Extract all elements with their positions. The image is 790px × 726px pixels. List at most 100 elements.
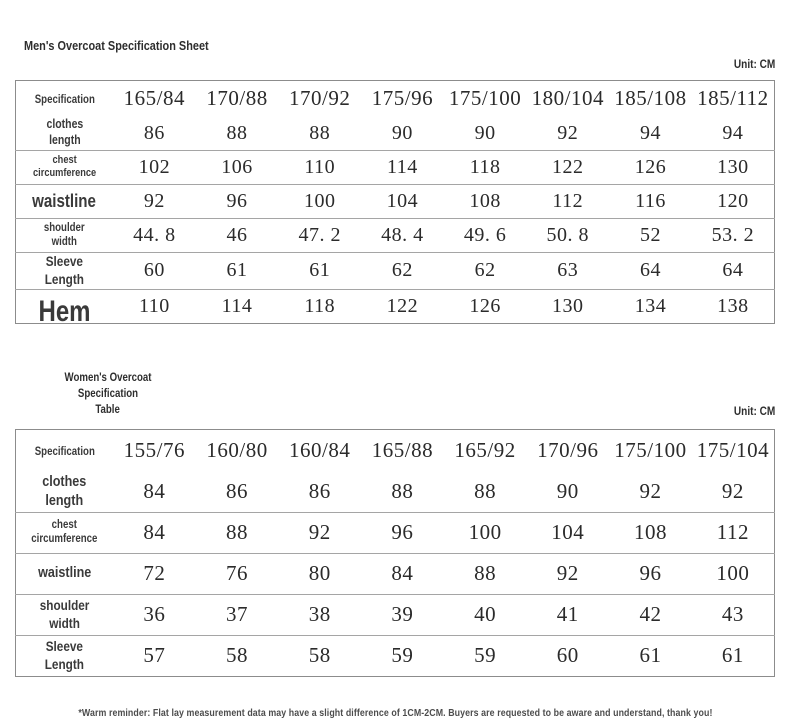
value-cell: 47. 2	[278, 218, 362, 253]
value-cell: 130	[526, 289, 609, 323]
column-header-cell-text: 155/76	[123, 438, 186, 463]
value-cell-text: 122	[552, 156, 584, 178]
value-cell-text: 64	[639, 259, 661, 282]
value-cell-text: 126	[634, 156, 667, 178]
value-cell-text: 104	[551, 520, 585, 545]
value-cell-text: 61	[639, 643, 662, 668]
value-cell-text: 52	[639, 224, 661, 246]
row-label-cell: waistline	[15, 184, 113, 219]
womens-unit-label-text: Unit: CM	[733, 403, 775, 418]
value-cell-text: 90	[556, 479, 579, 504]
value-cell-text: 72	[143, 561, 166, 586]
value-cell: 61	[692, 635, 775, 676]
column-header-cell-text: 165/92	[454, 438, 516, 463]
value-cell: 96	[361, 512, 444, 554]
table-row: Hem 110 114 118 122 126 130 134 138	[16, 289, 775, 327]
table-row: waistline 92 96 100 104 108 112 116 120	[15, 184, 775, 219]
value-cell: 72	[113, 553, 196, 595]
value-cell: 59	[444, 635, 527, 676]
value-cell-text: 42	[639, 602, 662, 627]
value-cell-text: 60	[143, 259, 165, 282]
value-cell: 50. 8	[526, 218, 610, 253]
value-cell-text: 63	[557, 259, 579, 282]
value-cell-text: 110	[138, 294, 170, 317]
column-header-cell-text: 170/88	[206, 86, 268, 111]
value-cell-text: 106	[221, 156, 253, 178]
value-cell: 61	[278, 252, 362, 290]
value-cell-text: 92	[557, 121, 579, 144]
column-header-cell: 165/84	[113, 81, 196, 117]
value-cell-text: 96	[226, 190, 248, 212]
value-cell: 52	[609, 218, 692, 253]
womens-table-heading: Women's Overcoat Specification Table Uni…	[15, 370, 775, 418]
row-label-cell: clothes length	[15, 116, 113, 151]
column-header-cell: 165/88	[361, 429, 444, 471]
value-cell: 116	[609, 184, 692, 219]
value-cell: 36	[113, 594, 196, 636]
value-cell: 86	[278, 471, 362, 513]
value-cell: 84	[113, 471, 196, 513]
column-header-cell-text: 185/108	[614, 86, 687, 111]
mens-table-title: Men's Overcoat Specification Sheet	[24, 38, 775, 53]
value-cell-text: 40	[474, 602, 497, 627]
header-row: Specification 165/84 170/88 170/92 175/96 175…	[16, 81, 775, 117]
column-header-cell-text: 175/100	[614, 438, 687, 463]
value-cell: 90	[443, 116, 527, 151]
value-cell-text: 112	[552, 190, 584, 212]
womens-unit-label: Unit: CM	[726, 404, 775, 418]
value-cell: 86	[113, 116, 196, 151]
column-header-cell: 155/76	[113, 429, 196, 471]
value-cell: 59	[361, 635, 444, 676]
value-cell: 102	[113, 150, 196, 185]
value-cell: 60	[113, 252, 196, 290]
column-header-cell-text: 180/104	[531, 86, 604, 111]
value-cell-text: 114	[387, 156, 418, 178]
value-cell: 134	[609, 289, 692, 323]
value-cell: 58	[196, 635, 279, 676]
value-cell: 92	[113, 184, 196, 219]
mens-table-title-text: Men's Overcoat Specification Sheet	[24, 38, 209, 53]
value-cell-text: 59	[474, 643, 497, 668]
value-cell: 88	[443, 471, 527, 513]
value-cell: 110	[113, 289, 196, 323]
column-header-cell: 175/100	[609, 429, 692, 471]
value-cell: 114	[361, 150, 444, 185]
table-row: chest circumference 84 88 92 96 100 104 108 112	[15, 512, 775, 554]
value-cell-text: 88	[226, 520, 249, 545]
column-header-cell-text: 185/112	[697, 86, 769, 111]
value-cell-text: 58	[308, 643, 331, 668]
row-label-cell-text: chest circumference	[32, 153, 97, 180]
value-cell: 106	[195, 150, 279, 185]
value-cell-text: 61	[309, 259, 331, 282]
value-cell: 90	[526, 471, 610, 513]
row-label-cell: Sleeve Length	[15, 252, 113, 290]
value-cell-text: 92	[143, 190, 165, 212]
womens-table-body: clothes length 84 86 86 88 88 90 92 92 chest circ…	[15, 471, 775, 676]
row-label-cell: Sleeve Length	[16, 635, 114, 676]
value-cell-text: 61	[226, 259, 248, 282]
value-cell: 40	[443, 594, 527, 636]
value-cell: 43	[691, 594, 775, 636]
value-cell-text: 118	[304, 294, 336, 317]
row-label-cell: clothes length	[15, 471, 113, 513]
value-cell: 88	[278, 116, 362, 151]
value-cell-text: 62	[391, 259, 413, 282]
value-cell-text: 60	[556, 643, 579, 668]
value-cell: 44. 8	[113, 218, 196, 253]
value-cell: 86	[195, 471, 279, 513]
value-cell: 39	[361, 594, 444, 636]
value-cell-text: 92	[308, 520, 331, 545]
value-cell-text: 53. 2	[711, 224, 755, 246]
value-cell: 90	[361, 116, 444, 151]
value-cell-text: 88	[474, 479, 497, 504]
value-cell: 104	[526, 512, 610, 554]
value-cell: 88	[195, 512, 279, 554]
value-cell: 61	[609, 635, 692, 676]
value-cell: 58	[278, 635, 361, 676]
value-cell: 118	[443, 150, 527, 185]
row-label-cell: shoulder width	[15, 594, 113, 636]
value-cell-text: 130	[717, 156, 749, 178]
value-cell-text: 100	[716, 561, 750, 586]
value-cell-text: 108	[469, 190, 501, 212]
spec-header-cell-text: Specification	[34, 445, 95, 458]
